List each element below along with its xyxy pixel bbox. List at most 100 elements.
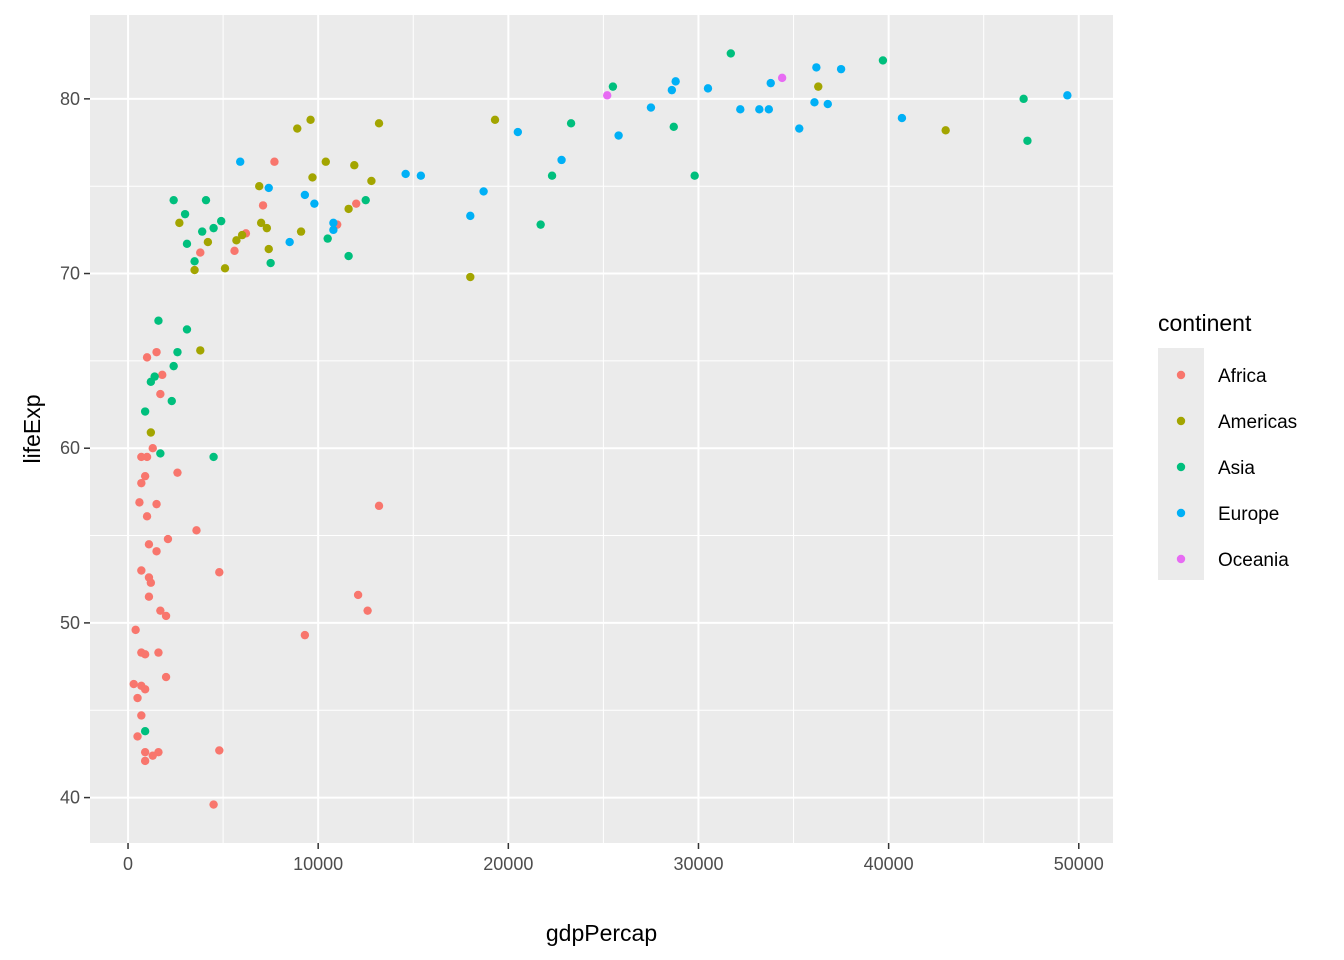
data-point xyxy=(146,428,156,437)
data-point xyxy=(137,478,146,488)
data-point xyxy=(237,230,247,240)
legend-title: continent xyxy=(1158,310,1252,336)
legend-label-americas: Americas xyxy=(1218,412,1297,433)
data-point xyxy=(146,578,156,587)
data-point xyxy=(321,157,330,166)
data-point xyxy=(726,49,736,58)
data-point xyxy=(353,590,363,600)
data-point xyxy=(156,449,165,458)
data-point xyxy=(140,747,150,757)
data-point xyxy=(209,452,218,462)
data-point xyxy=(180,209,190,219)
data-point xyxy=(323,234,332,243)
data-point xyxy=(703,84,713,93)
data-point xyxy=(344,204,353,214)
data-point xyxy=(262,223,272,233)
legend-label-africa: Africa xyxy=(1218,366,1267,387)
x-tick-label: 20000 xyxy=(483,854,533,874)
legend-key-africa xyxy=(1176,370,1186,380)
y-tick-label: 80 xyxy=(60,89,80,109)
data-point xyxy=(232,236,241,245)
data-point xyxy=(173,468,182,477)
data-point xyxy=(897,113,907,123)
data-point xyxy=(150,372,159,381)
data-point xyxy=(133,732,142,741)
data-point xyxy=(416,171,426,180)
data-point xyxy=(154,648,163,657)
data-point xyxy=(755,105,764,114)
data-point xyxy=(941,126,950,135)
data-point xyxy=(182,325,192,334)
data-point xyxy=(603,91,612,100)
data-point xyxy=(777,73,787,83)
data-point xyxy=(137,711,146,720)
data-point xyxy=(173,347,182,357)
data-point xyxy=(795,124,804,133)
legend-key-americas xyxy=(1176,416,1186,426)
data-point xyxy=(152,499,161,509)
data-point xyxy=(140,685,150,694)
data-point xyxy=(810,98,819,107)
legend-key-asia xyxy=(1176,462,1186,472)
data-point xyxy=(285,237,294,247)
data-point xyxy=(293,124,302,133)
data-point xyxy=(350,161,359,170)
data-point xyxy=(129,679,138,689)
data-point xyxy=(671,77,680,86)
data-point xyxy=(135,498,144,507)
x-tick-label: 10000 xyxy=(293,854,343,874)
data-point xyxy=(608,82,618,91)
data-point xyxy=(196,346,205,355)
data-point xyxy=(255,181,264,191)
data-point xyxy=(814,82,823,91)
data-point xyxy=(169,361,178,371)
data-point xyxy=(236,157,245,166)
data-point xyxy=(300,630,310,640)
data-point xyxy=(823,99,832,109)
x-tick-label: 50000 xyxy=(1054,854,1104,874)
data-point xyxy=(878,56,888,65)
data-point xyxy=(140,407,150,416)
data-point xyxy=(479,187,488,196)
data-point xyxy=(158,370,167,380)
data-point xyxy=(156,389,165,399)
data-point xyxy=(175,218,184,228)
data-point xyxy=(256,218,266,228)
data-point xyxy=(152,547,161,556)
data-point xyxy=(836,64,846,74)
series-africa xyxy=(129,157,384,809)
data-point xyxy=(363,606,372,615)
data-point xyxy=(140,756,150,766)
series-americas xyxy=(146,82,950,437)
data-point xyxy=(142,512,152,521)
legend-key-oceania xyxy=(1176,554,1186,564)
data-point xyxy=(557,155,566,165)
data-point xyxy=(536,220,545,229)
data-point xyxy=(329,218,338,228)
series-europe xyxy=(236,63,1072,247)
grid-minor xyxy=(90,15,1113,843)
data-point xyxy=(1023,136,1032,145)
data-point xyxy=(203,237,213,247)
data-point xyxy=(466,272,475,282)
series-oceania xyxy=(603,73,787,100)
x-tick-label: 0 xyxy=(123,854,133,874)
data-point xyxy=(161,611,171,621)
data-point xyxy=(215,568,224,577)
x-tick-label: 40000 xyxy=(864,854,914,874)
data-point xyxy=(161,672,171,682)
data-point xyxy=(361,195,370,205)
data-point xyxy=(264,244,273,254)
data-point xyxy=(547,171,557,180)
data-point xyxy=(144,592,154,601)
plot-panel xyxy=(90,15,1113,843)
data-point xyxy=(669,122,678,131)
x-tick-label: 30000 xyxy=(673,854,723,874)
data-point xyxy=(152,347,161,357)
y-tick-label: 60 xyxy=(60,438,80,458)
data-point xyxy=(1019,94,1028,104)
legend: continent Africa Americas Asia Europe Oceani… xyxy=(1158,310,1297,580)
data-point xyxy=(217,216,226,226)
data-point xyxy=(490,115,500,125)
data-point xyxy=(690,171,699,180)
